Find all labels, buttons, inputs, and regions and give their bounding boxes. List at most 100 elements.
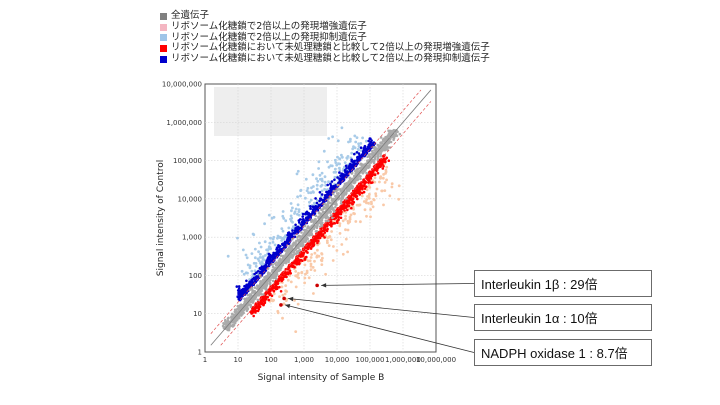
down-ribosome-point bbox=[349, 137, 352, 141]
down-ribosome-point bbox=[330, 164, 334, 168]
down-vs-untreated-point bbox=[302, 218, 305, 221]
down-vs-untreated-point bbox=[325, 190, 328, 194]
legend-label: リボソーム化糖鎖において未処理糖鎖と比較して2倍以上の発現増強遺伝子 bbox=[171, 42, 490, 54]
down-vs-untreated-point bbox=[248, 283, 251, 286]
up-ribosome-point bbox=[330, 230, 333, 233]
down-ribosome-point bbox=[297, 210, 301, 214]
down-ribosome-point bbox=[317, 160, 321, 164]
down-ribosome-point bbox=[338, 169, 342, 172]
down-vs-untreated-point bbox=[253, 272, 256, 276]
up-vs-untreated-point bbox=[304, 249, 308, 253]
down-vs-untreated-point bbox=[237, 296, 241, 300]
down-vs-untreated-point bbox=[301, 215, 305, 218]
down-vs-untreated-point bbox=[238, 289, 242, 293]
down-vs-untreated-point bbox=[281, 243, 285, 247]
down-ribosome-point bbox=[323, 175, 327, 179]
down-ribosome-point bbox=[322, 149, 326, 153]
all-genes-point bbox=[326, 205, 329, 208]
up-vs-untreated-point bbox=[305, 255, 308, 259]
down-vs-untreated-point bbox=[359, 146, 363, 149]
up-vs-untreated-point bbox=[252, 314, 255, 318]
all-genes-point bbox=[294, 241, 297, 244]
all-genes-point bbox=[327, 201, 331, 204]
up-ribosome-point bbox=[390, 185, 394, 189]
up-ribosome-point bbox=[375, 187, 379, 191]
all-genes-point bbox=[227, 316, 230, 320]
down-ribosome-point bbox=[319, 184, 323, 188]
down-ribosome-point bbox=[253, 247, 257, 251]
up-ribosome-point bbox=[348, 215, 352, 219]
down-ribosome-point bbox=[320, 177, 324, 181]
down-vs-untreated-point bbox=[357, 159, 361, 163]
up-ribosome-point bbox=[383, 189, 387, 193]
up-ribosome-point bbox=[373, 176, 377, 180]
down-vs-untreated-point bbox=[327, 189, 331, 193]
all-genes-point bbox=[290, 246, 294, 249]
all-genes-point bbox=[370, 160, 374, 163]
highlighted-point bbox=[315, 283, 319, 288]
all-genes-point bbox=[271, 279, 275, 283]
down-ribosome-point bbox=[323, 187, 326, 191]
up-vs-untreated-point bbox=[289, 272, 293, 275]
up-vs-untreated-point bbox=[309, 247, 313, 250]
all-genes-point bbox=[264, 275, 268, 279]
down-ribosome-point bbox=[296, 195, 299, 199]
down-ribosome-point bbox=[315, 199, 319, 202]
down-ribosome-point bbox=[290, 216, 294, 220]
pointer-line bbox=[284, 304, 475, 353]
down-ribosome-point bbox=[272, 235, 276, 239]
all-genes-point bbox=[341, 196, 345, 200]
up-ribosome-point bbox=[397, 184, 401, 188]
down-ribosome-point bbox=[333, 175, 337, 179]
up-vs-untreated-point bbox=[362, 181, 366, 184]
up-ribosome-point bbox=[293, 299, 296, 302]
all-genes-point bbox=[387, 132, 391, 135]
up-ribosome-point bbox=[346, 228, 350, 232]
up-ribosome-point bbox=[294, 330, 298, 333]
all-genes-point bbox=[398, 132, 402, 136]
all-genes-point bbox=[341, 187, 344, 190]
up-vs-untreated-point bbox=[349, 196, 352, 199]
up-vs-untreated-point bbox=[319, 227, 322, 231]
up-vs-untreated-point bbox=[358, 182, 361, 185]
all-genes-point bbox=[306, 229, 309, 233]
up-ribosome-point bbox=[360, 194, 364, 198]
up-ribosome-point bbox=[385, 178, 388, 182]
up-vs-untreated-point bbox=[382, 165, 385, 168]
down-ribosome-point bbox=[254, 262, 258, 265]
down-ribosome-point bbox=[296, 203, 300, 207]
down-ribosome-point bbox=[341, 155, 344, 159]
down-vs-untreated-point bbox=[361, 150, 365, 153]
up-vs-untreated-point bbox=[281, 276, 285, 279]
all-genes-point bbox=[379, 154, 383, 158]
up-ribosome-point bbox=[397, 197, 401, 201]
all-genes-point bbox=[319, 212, 323, 216]
all-genes-point bbox=[297, 249, 301, 253]
pointer-arrowhead bbox=[284, 304, 291, 309]
down-ribosome-point bbox=[290, 209, 293, 213]
up-ribosome-point bbox=[382, 203, 385, 207]
up-ribosome-point bbox=[365, 214, 368, 218]
up-ribosome-point bbox=[362, 200, 366, 203]
legend-item: 全遺伝子 bbox=[160, 10, 490, 22]
down-ribosome-point bbox=[361, 136, 364, 140]
up-vs-untreated-point bbox=[369, 174, 373, 178]
down-vs-untreated-point bbox=[288, 232, 291, 236]
up-vs-untreated-point bbox=[335, 213, 339, 217]
down-ribosome-point bbox=[353, 134, 357, 138]
down-vs-untreated-point bbox=[317, 203, 321, 207]
all-genes-point bbox=[258, 284, 262, 287]
down-vs-untreated-point bbox=[301, 212, 305, 216]
all-genes-point bbox=[272, 274, 276, 278]
all-genes-point bbox=[321, 216, 324, 220]
up-ribosome-point bbox=[327, 244, 331, 248]
reference-lines bbox=[210, 89, 432, 346]
down-ribosome-point bbox=[236, 236, 239, 240]
down-ribosome-point bbox=[297, 213, 301, 217]
up-vs-untreated-point bbox=[256, 309, 260, 313]
up-ribosome-point bbox=[329, 238, 333, 242]
down-vs-untreated-point bbox=[308, 213, 312, 217]
up-vs-untreated-point bbox=[288, 265, 291, 268]
y-tick-label: 1 bbox=[198, 349, 202, 357]
up-vs-untreated-point bbox=[281, 273, 285, 277]
